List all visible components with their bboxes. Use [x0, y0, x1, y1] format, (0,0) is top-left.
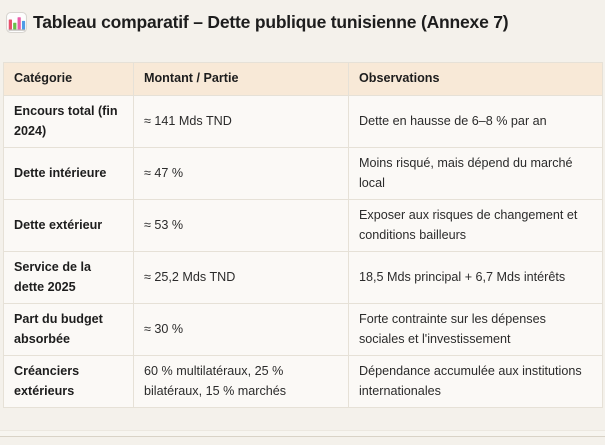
cell-observations: Dépendance accumulée aux institutions in…: [348, 355, 603, 408]
table-row: Dette extérieur ≈ 53 % Exposer aux risques…: [3, 199, 603, 252]
cell-categorie: Dette extérieur: [3, 199, 134, 252]
cell-montant: ≈ 47 %: [133, 147, 349, 200]
cell-categorie: Créanciers extérieurs: [3, 355, 134, 408]
column-header-observations: Observations: [348, 62, 603, 96]
cell-montant: ≈ 141 Mds TND: [133, 95, 349, 148]
cell-observations: Exposer aux risques de changement et con…: [348, 199, 603, 252]
cell-observations: Moins risqué, mais dépend du marché loca…: [348, 147, 603, 200]
cell-categorie: Service de la dette 2025: [3, 251, 134, 304]
cell-montant: ≈ 30 %: [133, 303, 349, 356]
page-title: Tableau comparatif – Dette publique tuni…: [6, 12, 602, 33]
table-row: Service de la dette 2025 ≈ 25,2 Mds TND 18…: [3, 251, 603, 304]
table-row: Créanciers extérieurs 60 % multilatéraux,…: [3, 355, 603, 408]
table-row: Encours total (fin 2024) ≈ 141 Mds TND Det…: [3, 95, 603, 148]
page-title-text: Tableau comparatif – Dette publique tuni…: [33, 12, 509, 32]
table-row: Dette intérieure ≈ 47 % Moins risqué, mais…: [3, 147, 603, 200]
cell-categorie: Dette intérieure: [3, 147, 134, 200]
cell-observations: Dette en hausse de 6–8 % par an: [348, 95, 603, 148]
column-header-montant: Montant / Partie: [133, 62, 349, 96]
table-header-row: Catégorie Montant / Partie Observations: [3, 62, 603, 96]
table-body: Encours total (fin 2024) ≈ 141 Mds TND Det…: [3, 95, 603, 408]
cell-montant: 60 % multilatéraux, 25 % bilatéraux, 15 …: [133, 355, 349, 408]
cell-observations: Forte contrainte sur les dépenses social…: [348, 303, 603, 356]
table-row: Part du budget absorbée ≈ 30 % Forte contr…: [3, 303, 603, 356]
column-header-categorie: Catégorie: [3, 62, 134, 96]
debt-comparison-table: Catégorie Montant / Partie Observations …: [3, 62, 603, 408]
cell-categorie: Part du budget absorbée: [3, 303, 134, 356]
cell-montant: ≈ 53 %: [133, 199, 349, 252]
bar-chart-icon: [6, 12, 27, 33]
cell-montant: ≈ 25,2 Mds TND: [133, 251, 349, 304]
cell-observations: 18,5 Mds principal + 6,7 Mds intérêts: [348, 251, 603, 304]
bottom-divider: [0, 430, 605, 437]
cell-categorie: Encours total (fin 2024): [3, 95, 134, 148]
